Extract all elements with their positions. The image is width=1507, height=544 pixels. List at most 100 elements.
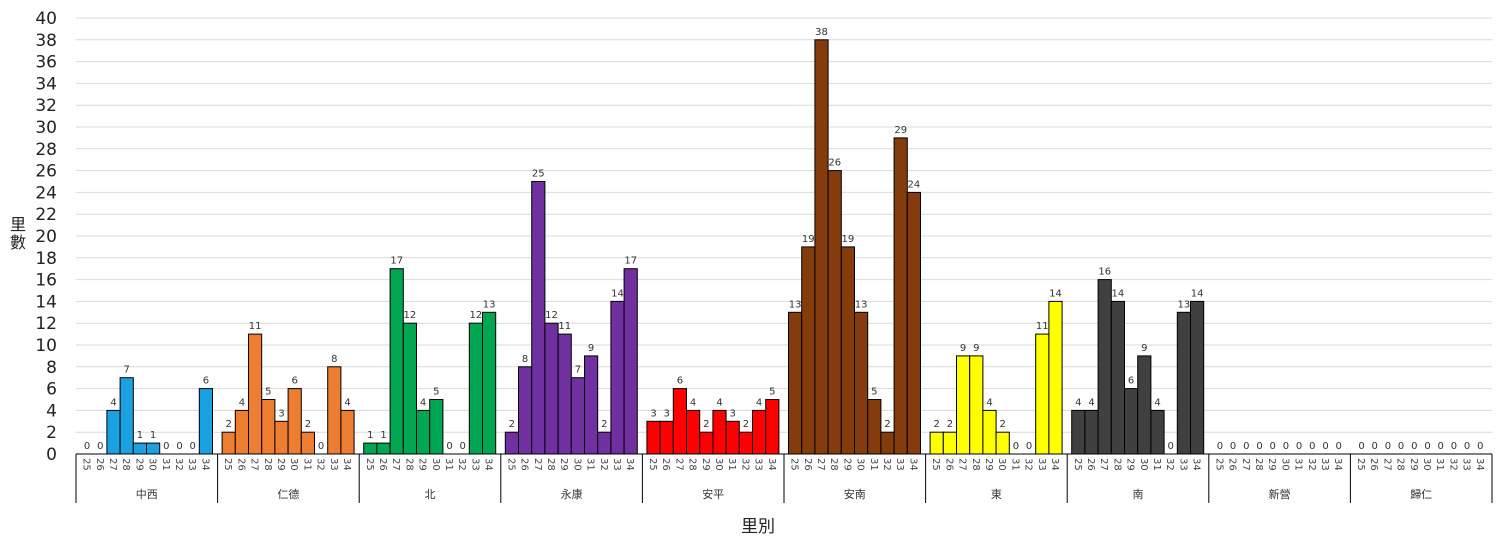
x-tick-label: 26 (1368, 458, 1379, 471)
data-label: 0 (1243, 441, 1249, 452)
x-tick-label: 32 (739, 458, 750, 471)
data-label: 11 (1036, 321, 1049, 332)
bar (646, 420, 661, 455)
bar (672, 388, 687, 455)
x-tick-label: 25 (505, 458, 516, 471)
x-tick-label: 29 (133, 458, 144, 471)
x-tick-label: 27 (107, 458, 118, 471)
group-label: 東 (991, 488, 1002, 501)
x-tick-label: 30 (430, 458, 441, 471)
bar (982, 409, 997, 455)
group-label: 歸仁 (1410, 487, 1432, 501)
data-label: 2 (509, 419, 515, 430)
data-label: 0 (1424, 441, 1430, 452)
data-label: 4 (1088, 397, 1094, 408)
bar (429, 399, 444, 455)
group-label: 北 (425, 488, 436, 501)
data-label: 1 (137, 430, 143, 441)
x-tick-label: 28 (1253, 458, 1264, 471)
x-tick-label: 26 (943, 458, 954, 471)
x-tick-label: 33 (1036, 458, 1047, 471)
bar (1150, 409, 1165, 455)
bar (1071, 409, 1086, 455)
y-tick-label: 26 (35, 162, 57, 182)
bar (234, 409, 250, 455)
data-label: 13 (855, 299, 868, 310)
bar (340, 409, 355, 455)
x-tick-label: 27 (1098, 458, 1109, 471)
x-tick-label: 28 (120, 458, 131, 471)
x-tick-label: 34 (1191, 458, 1202, 471)
bar (752, 409, 767, 455)
x-tick-label: 31 (868, 458, 879, 471)
bars (106, 39, 1205, 455)
data-label: 3 (730, 408, 736, 419)
bar (544, 322, 559, 455)
group-label: 新營 (1269, 487, 1291, 501)
data-label: 0 (1477, 441, 1483, 452)
data-label: 0 (1256, 441, 1262, 452)
x-tick-label: 26 (519, 458, 530, 471)
x-tick-label: 31 (301, 458, 312, 471)
data-label: 29 (894, 125, 907, 136)
data-label: 17 (390, 256, 403, 267)
bar (570, 377, 585, 455)
x-tick-label: 32 (1447, 458, 1458, 471)
data-label: 0 (1270, 441, 1276, 452)
x-tick-label: 27 (249, 458, 260, 471)
x-tick-label: 26 (1227, 458, 1238, 471)
data-label: 6 (1128, 376, 1134, 387)
data-label: 0 (1398, 441, 1404, 452)
bar (402, 322, 417, 455)
data-label: 4 (110, 397, 116, 408)
bar (765, 399, 780, 455)
bar (659, 420, 674, 455)
bar (1084, 409, 1099, 455)
x-tick-label: 31 (1151, 458, 1162, 471)
x-tick-label: 29 (275, 458, 286, 471)
data-label: 12 (470, 310, 483, 321)
bar (416, 409, 431, 455)
y-tick-label: 10 (35, 336, 57, 356)
x-tick-label: 32 (598, 458, 609, 471)
data-label: 0 (1168, 441, 1174, 452)
data-label: 14 (611, 288, 624, 299)
y-tick-label: 14 (35, 292, 57, 312)
x-tick-label: 32 (173, 458, 184, 471)
x-tick-label: 34 (199, 458, 210, 471)
bar (300, 431, 315, 455)
x-tick-label: 34 (766, 458, 777, 471)
bar (942, 431, 957, 455)
data-label: 0 (176, 441, 182, 452)
y-tick-label: 4 (46, 401, 57, 421)
x-tick-label: 34 (1049, 458, 1060, 471)
y-tick-label: 6 (46, 380, 57, 400)
bar (827, 170, 842, 455)
bar (788, 311, 803, 455)
bar (1035, 333, 1050, 455)
data-label: 26 (828, 158, 841, 169)
data-label: 2 (305, 419, 311, 430)
data-label: 4 (1075, 397, 1081, 408)
y-axis-label-char: 數 (10, 233, 26, 252)
x-tick-label: 28 (262, 458, 273, 471)
data-label: 9 (973, 343, 979, 354)
bar (867, 399, 882, 455)
x-tick-label: 31 (1009, 458, 1020, 471)
x-tick-label: 33 (469, 458, 480, 471)
data-label: 0 (446, 441, 452, 452)
x-tick-label: 25 (1355, 458, 1366, 471)
bar (893, 137, 908, 455)
x-tick-label: 25 (81, 458, 92, 471)
x-tick-label: 29 (700, 458, 711, 471)
bar (261, 399, 276, 455)
y-tick-label: 0 (46, 445, 57, 465)
data-label: 4 (239, 397, 245, 408)
data-label: 13 (789, 299, 802, 310)
data-label: 0 (1296, 441, 1302, 452)
data-label: 38 (815, 27, 828, 38)
data-label: 4 (756, 397, 762, 408)
data-label: 19 (842, 234, 855, 245)
y-tick-label: 2 (46, 423, 57, 443)
